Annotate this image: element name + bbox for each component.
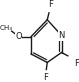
Text: F: F	[43, 73, 48, 82]
Text: F: F	[74, 59, 79, 68]
Text: CH₃: CH₃	[0, 25, 13, 31]
Text: F: F	[48, 0, 53, 9]
Text: N: N	[58, 31, 65, 40]
Text: O: O	[15, 32, 22, 41]
